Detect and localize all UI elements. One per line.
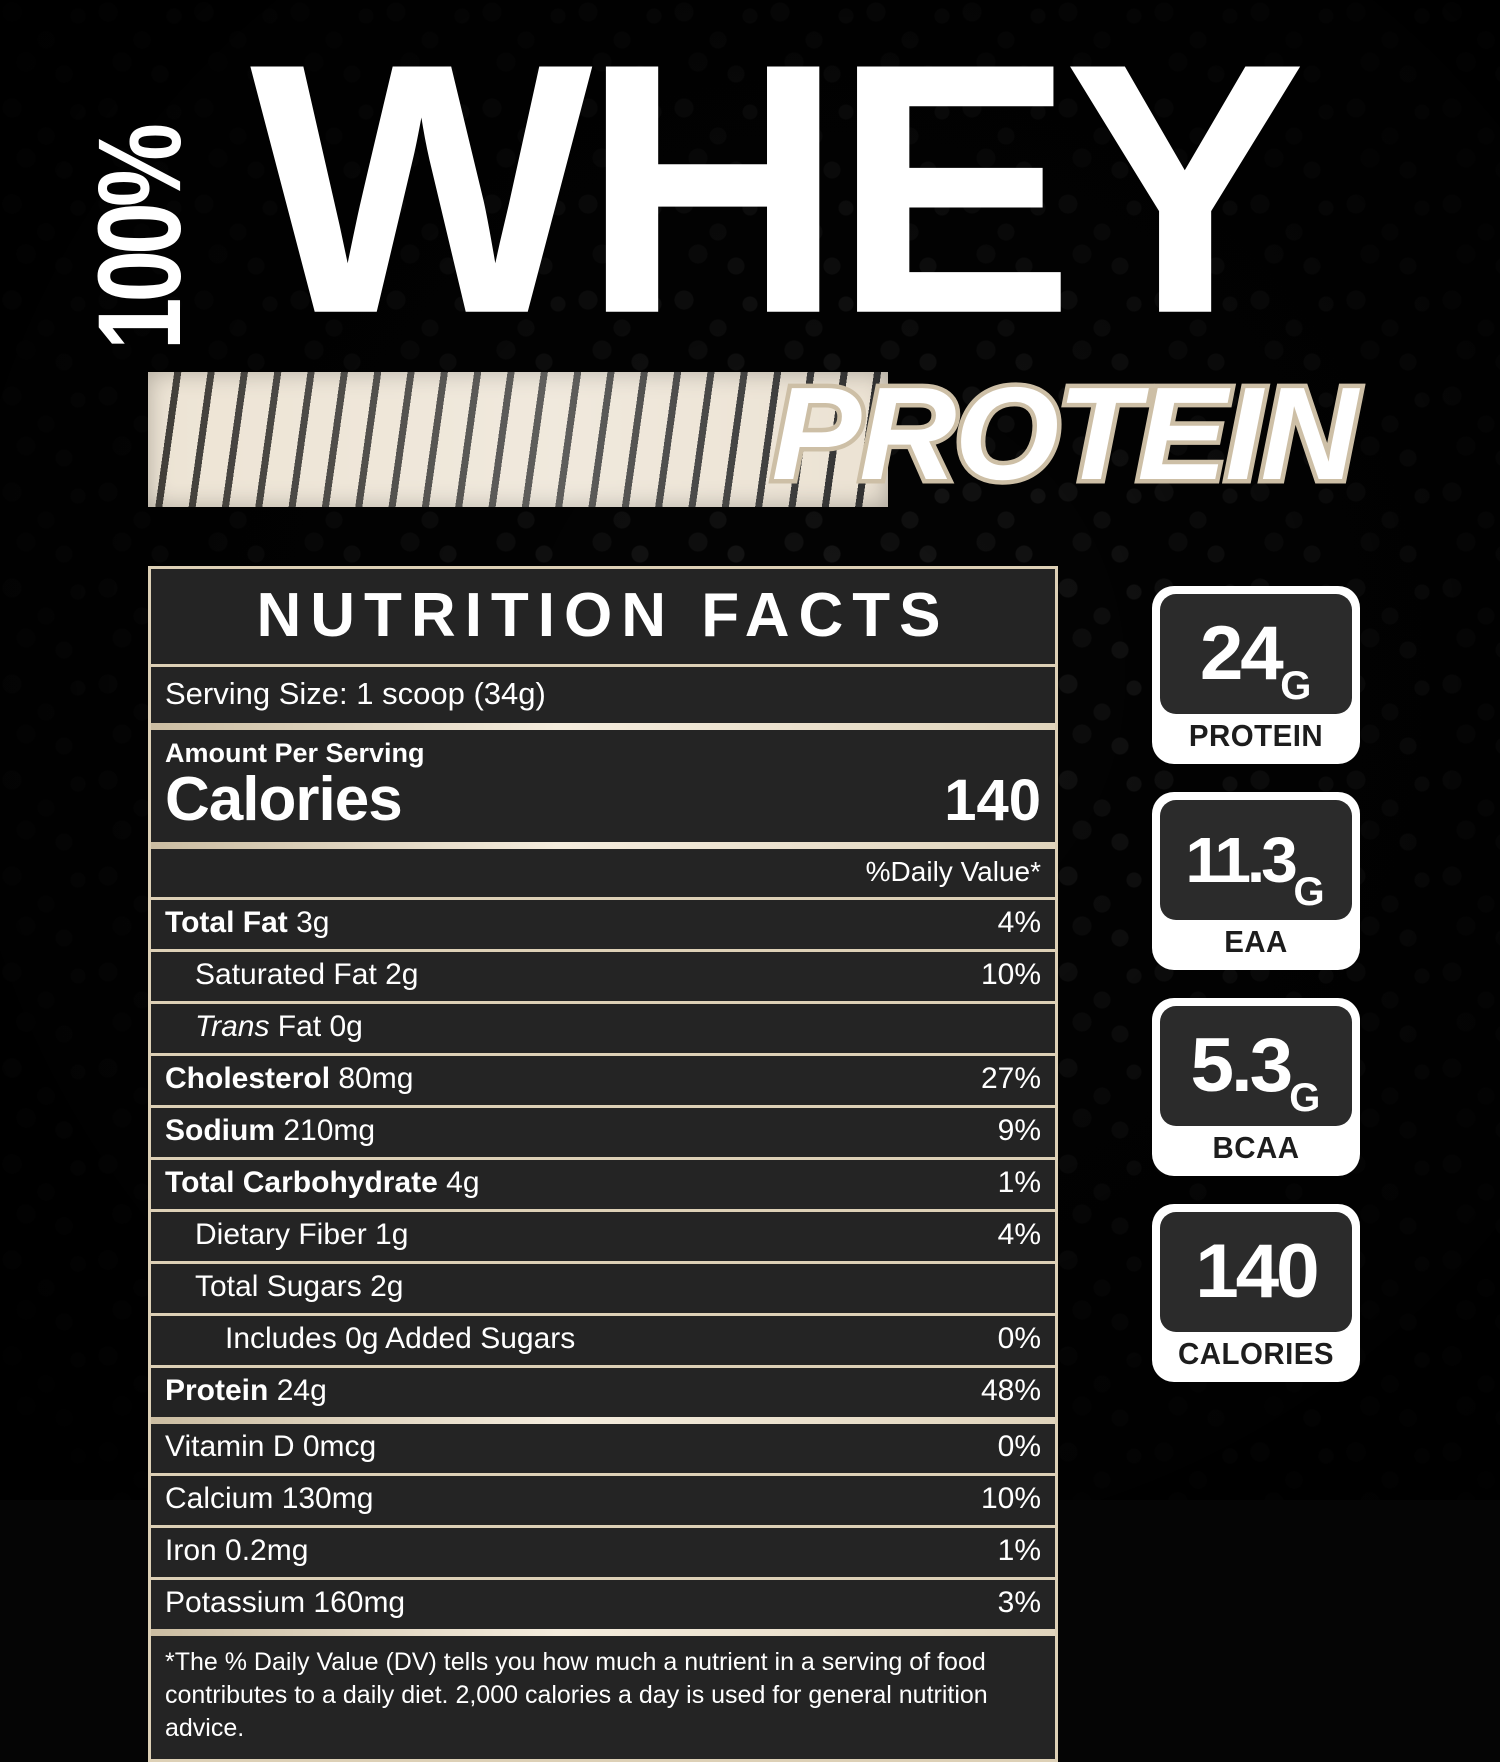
badge-value: 11.3 bbox=[1185, 824, 1298, 896]
highlight-badge: 11.3 G EAA bbox=[1152, 792, 1360, 970]
calories-value: 140 bbox=[944, 768, 1041, 833]
divider-thick bbox=[151, 1629, 1055, 1636]
divider bbox=[151, 1053, 1055, 1056]
calories-row: Amount Per Serving Calories 140 bbox=[151, 730, 1055, 842]
micronutrient-daily-value: 1% bbox=[997, 1534, 1041, 1567]
nutrient-row: Sodium 210mg 9% bbox=[151, 1108, 1055, 1157]
nutrient-name: Total Carbohydrate 4g bbox=[165, 1166, 480, 1199]
calories-label: Calories bbox=[165, 765, 403, 834]
badge-value-panel: 5.3 G bbox=[1160, 1006, 1352, 1126]
highlight-badge-list: 24 G PROTEIN 11.3 G EAA 5.3 G BCAA 140 CALORIES bbox=[1152, 586, 1364, 1410]
protein-banner: PROTEIN bbox=[148, 362, 1363, 507]
nutrient-name: Dietary Fiber 1g bbox=[195, 1218, 409, 1251]
divider bbox=[151, 1001, 1055, 1004]
stripe-pattern bbox=[148, 372, 888, 507]
nutrient-row: Includes 0g Added Sugars 0% bbox=[151, 1316, 1055, 1365]
badge-value-panel: 24 G bbox=[1160, 594, 1352, 714]
micronutrient-daily-value: 10% bbox=[980, 1482, 1041, 1515]
divider bbox=[151, 1313, 1055, 1316]
divider bbox=[151, 664, 1055, 667]
divider-thick bbox=[151, 1417, 1055, 1424]
micronutrient-name: Potassium 160mg bbox=[165, 1586, 406, 1619]
nutrient-row: Cholesterol 80mg 27% bbox=[151, 1056, 1055, 1105]
nutrient-name: Protein 24g bbox=[165, 1374, 327, 1407]
nutrient-row: Total Sugars 2g bbox=[151, 1264, 1055, 1313]
divider bbox=[151, 1157, 1055, 1160]
micronutrient-name: Vitamin D 0mcg bbox=[165, 1430, 377, 1463]
nutrient-name: Sodium 210mg bbox=[165, 1114, 376, 1147]
divider bbox=[151, 1365, 1055, 1368]
badge-label: PROTEIN bbox=[1188, 718, 1324, 753]
divider bbox=[151, 1473, 1055, 1476]
nutrient-name: Total Sugars 2g bbox=[195, 1270, 404, 1303]
nutrient-daily-value: 0% bbox=[997, 1322, 1041, 1355]
badge-unit: G bbox=[1289, 1076, 1321, 1120]
nutrient-daily-value: 10% bbox=[980, 958, 1041, 991]
micronutrient-row: Vitamin D 0mcg 0% bbox=[151, 1424, 1055, 1473]
badge-unit: G bbox=[1280, 664, 1312, 708]
nutrient-daily-value: 9% bbox=[997, 1114, 1041, 1147]
micronutrient-name: Iron 0.2mg bbox=[165, 1534, 309, 1567]
nutrient-name: Saturated Fat 2g bbox=[195, 958, 419, 991]
nutrient-row: Total Fat 3g 4% bbox=[151, 900, 1055, 949]
nutrient-daily-value: 27% bbox=[980, 1062, 1041, 1095]
nutrient-row: Total Carbohydrate 4g 1% bbox=[151, 1160, 1055, 1209]
badge-unit: G bbox=[1293, 870, 1325, 914]
product-header: 100% WHEY PROTEIN bbox=[0, 0, 1500, 530]
nutrient-row: Trans Fat 0g bbox=[151, 1004, 1055, 1053]
nutrient-row: Saturated Fat 2g 10% bbox=[151, 952, 1055, 1001]
nutrient-daily-value: 48% bbox=[980, 1374, 1041, 1407]
nutrient-name: Trans Fat 0g bbox=[195, 1010, 363, 1043]
nutrient-daily-value: 4% bbox=[997, 906, 1041, 939]
highlight-badge: 24 G PROTEIN bbox=[1152, 586, 1360, 764]
protein-wordmark: PROTEIN bbox=[767, 360, 1362, 507]
micronutrient-daily-value: 3% bbox=[997, 1586, 1041, 1619]
highlight-badge: 5.3 G BCAA bbox=[1152, 998, 1360, 1176]
product-headline: WHEY bbox=[250, 0, 1306, 388]
nutrition-facts-panel: NUTRITION FACTS Serving Size: 1 scoop (3… bbox=[148, 566, 1058, 1762]
nutrient-name: Total Fat 3g bbox=[165, 906, 330, 939]
micronutrient-row: Calcium 130mg 10% bbox=[151, 1476, 1055, 1525]
badge-label: BCAA bbox=[1212, 1130, 1300, 1165]
badge-label: CALORIES bbox=[1178, 1336, 1334, 1371]
badge-value: 24 bbox=[1199, 611, 1283, 696]
nutrient-name: Cholesterol 80mg bbox=[165, 1062, 414, 1095]
divider bbox=[151, 1105, 1055, 1108]
badge-value: 140 bbox=[1195, 1229, 1319, 1314]
daily-value-header: %Daily Value* bbox=[151, 849, 1055, 897]
badge-value: 5.3 bbox=[1190, 1023, 1293, 1108]
divider bbox=[151, 949, 1055, 952]
nutrient-daily-value: 4% bbox=[997, 1218, 1041, 1251]
daily-value-footnote: *The % Daily Value (DV) tells you how mu… bbox=[151, 1636, 1055, 1759]
micronutrient-name: Calcium 130mg bbox=[165, 1482, 374, 1515]
badge-value-panel: 11.3 G bbox=[1160, 800, 1352, 920]
highlight-badge: 140 CALORIES bbox=[1152, 1204, 1360, 1382]
divider-thick bbox=[151, 842, 1055, 849]
divider bbox=[151, 1209, 1055, 1212]
amount-per-serving-label: Amount Per Serving bbox=[165, 738, 425, 768]
divider bbox=[151, 897, 1055, 900]
micronutrient-row-list: Vitamin D 0mcg 0% Calcium 130mg 10% Iron 0.2… bbox=[151, 1424, 1055, 1629]
divider bbox=[151, 1261, 1055, 1264]
serving-size-row: Serving Size: 1 scoop (34g) bbox=[151, 667, 1055, 723]
micronutrient-row: Iron 0.2mg 1% bbox=[151, 1528, 1055, 1577]
nutrition-facts-title: NUTRITION FACTS bbox=[151, 569, 1055, 664]
badge-value-panel: 140 bbox=[1160, 1212, 1352, 1332]
nutrient-daily-value: 1% bbox=[997, 1166, 1041, 1199]
badge-label: EAA bbox=[1224, 924, 1288, 959]
percent-badge: 100% bbox=[74, 127, 206, 351]
nutrient-name: Includes 0g Added Sugars bbox=[225, 1322, 576, 1355]
nutrient-row: Protein 24g 48% bbox=[151, 1368, 1055, 1417]
divider-thick bbox=[151, 723, 1055, 730]
micronutrient-daily-value: 0% bbox=[997, 1430, 1041, 1463]
micronutrient-row: Potassium 160mg 3% bbox=[151, 1580, 1055, 1629]
serving-size-text: Serving Size: 1 scoop (34g) bbox=[165, 676, 546, 711]
nutrient-row-list: Total Fat 3g 4% Saturated Fat 2g 10% Trans F… bbox=[151, 900, 1055, 1417]
nutrient-row: Dietary Fiber 1g 4% bbox=[151, 1212, 1055, 1261]
